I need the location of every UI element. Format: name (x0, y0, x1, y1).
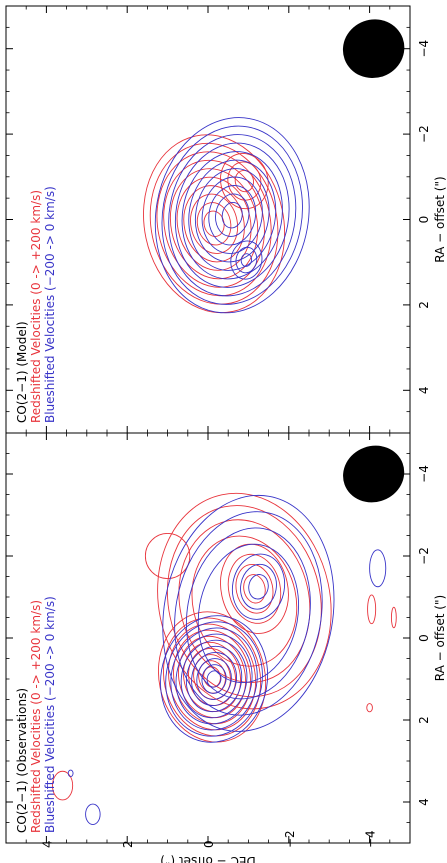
plot-frame (5, 5, 411, 434)
contour-level (178, 519, 311, 683)
legend-blueshifted: Blueshifted Velocities (−200 -> 0 km/s) (43, 186, 57, 423)
dec-tick-label: 4 (40, 840, 54, 848)
contour-level (181, 151, 283, 280)
contour-level (215, 193, 250, 237)
chart-title: CO(2−1) (Observations) (15, 688, 29, 833)
legend-redshifted: Redshifted Velocities (0 -> +200 km/s) (29, 190, 43, 423)
contour-level (248, 574, 269, 600)
contour-level (208, 185, 257, 246)
x-axis-label: RA − offset (") (433, 176, 447, 262)
contour-level (163, 617, 262, 737)
contour-island (369, 549, 387, 588)
contour-level (235, 246, 258, 274)
chart-title: CO(2−1) (Model) (15, 321, 29, 423)
panel-observations: 4 2 0 −2 −4 4 2 0 −2 −4 RA − offset (") DEC − offse… (5, 432, 447, 863)
contour-level (240, 563, 277, 610)
series-blueshifted (154, 117, 310, 314)
ra-tick-label: 0 (417, 216, 431, 224)
beam-ellipse (343, 445, 405, 503)
contour-level (221, 202, 243, 229)
contour-level (227, 161, 262, 201)
contour-island (52, 770, 74, 801)
contour-level (220, 543, 289, 634)
dec-tick-label: −4 (364, 830, 378, 848)
panel-model: 4 2 0 −2 −4 RA − offset (") CO(2−1) (Model) Red… (5, 5, 447, 434)
ra-tick-label: 4 (417, 386, 431, 394)
series-redshifted (52, 492, 397, 801)
contour-level (168, 134, 297, 297)
contour-level (161, 125, 303, 305)
plot-frame (5, 432, 411, 844)
beam-ellipse (342, 19, 405, 79)
contour-level (203, 210, 225, 237)
contour-level (183, 185, 245, 263)
contour-level (231, 553, 286, 620)
contour-level (162, 494, 335, 732)
x-axis-label: RA − offset (") (433, 595, 447, 681)
contour-level (243, 574, 266, 604)
contour-level (174, 142, 290, 288)
ra-tick-label: 2 (417, 301, 431, 309)
contour-level (166, 505, 322, 698)
ra-tick-label: −2 (417, 125, 431, 143)
dec-tick-label: −2 (283, 830, 297, 848)
contour-level (170, 627, 258, 731)
contour-level (149, 142, 279, 305)
contour-level (174, 511, 323, 716)
contour-level (230, 240, 263, 280)
contour-island (366, 703, 373, 713)
ra-tick-label: −2 (417, 547, 431, 565)
contour-level (234, 170, 254, 193)
contour-level (175, 633, 253, 725)
contour-level (220, 153, 269, 210)
contour-level (227, 553, 282, 624)
contour-level (240, 253, 253, 267)
contour-level (185, 527, 311, 700)
contour-level (169, 168, 259, 280)
contour-level (191, 535, 298, 667)
contour-island (144, 533, 191, 580)
contour-level (185, 645, 243, 713)
legend-blueshifted: Blueshifted Velocities (−200 -> 0 km/s) (43, 596, 57, 833)
ra-tick-label: 2 (417, 716, 431, 724)
legend-redshifted: Redshifted Velocities (0 -> +200 km/s) (29, 600, 43, 833)
contour-level (157, 492, 332, 710)
contour-level (201, 176, 263, 254)
contour-island (67, 769, 74, 778)
contour-island (390, 606, 397, 629)
contour-level (196, 202, 232, 246)
contour-level (165, 621, 263, 737)
y-axis-label: DEC − offset (") (160, 854, 256, 863)
contour-level (188, 159, 277, 271)
contour-level (194, 168, 270, 263)
contour-level (154, 117, 310, 314)
contour-level (235, 563, 274, 614)
ra-tick-label: −4 (417, 40, 431, 58)
contour-level (180, 639, 248, 719)
series-blueshifted (67, 494, 387, 825)
ra-tick-label: 4 (417, 798, 431, 806)
contour-level (196, 658, 232, 700)
contour-level (160, 615, 269, 743)
contour-island (367, 594, 377, 625)
contour-level (203, 666, 221, 688)
dec-tick-label: 0 (202, 840, 216, 848)
dec-tick-label: 2 (121, 840, 135, 848)
ra-tick-label: 0 (417, 634, 431, 642)
contour-island (85, 803, 101, 825)
ra-tick-label: −4 (417, 465, 431, 483)
contour-level (197, 543, 300, 684)
